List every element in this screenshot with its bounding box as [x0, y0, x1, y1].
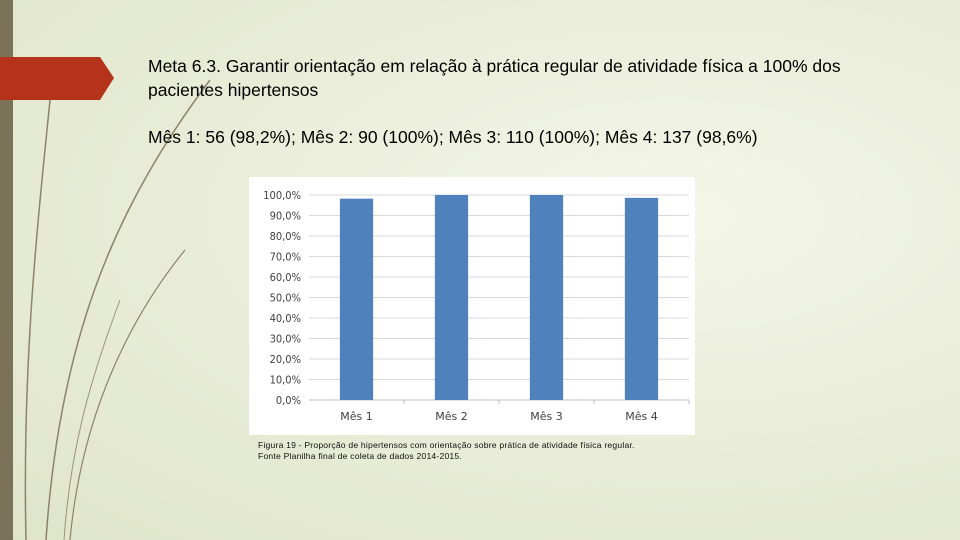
accent-arrow-shape: [0, 57, 114, 100]
caption-line-1: Figura 19 - Proporção de hipertensos com…: [258, 440, 635, 450]
bar: [624, 197, 659, 400]
x-tick-label: Mês 1: [340, 410, 372, 423]
y-tick-label: 50,0%: [270, 292, 301, 305]
x-tick-label: Mês 4: [625, 410, 657, 423]
bar: [434, 195, 469, 400]
y-tick-label: 10,0%: [270, 374, 301, 387]
figure-caption: Figura 19 - Proporção de hipertensos com…: [258, 440, 698, 462]
y-tick-label: 70,0%: [270, 251, 301, 264]
slide-subtitle: Mês 1: 56 (98,2%); Mês 2: 90 (100%); Mês…: [148, 127, 758, 147]
y-tick-label: 90,0%: [270, 210, 301, 223]
bar: [529, 195, 564, 400]
y-tick-label: 80,0%: [270, 230, 301, 243]
accent-arrow-fill: [0, 57, 114, 100]
left-decorative-bar: [0, 0, 13, 540]
y-tick-label: 0,0%: [276, 394, 301, 407]
slide-title: Meta 6.3. Garantir orientação em relação…: [148, 56, 841, 100]
caption-line-2: Fonte Planilha final de coleta de dados …: [258, 451, 462, 461]
y-tick-label: 40,0%: [270, 312, 301, 325]
decorative-stems: [24, 79, 211, 540]
bar: [339, 198, 374, 400]
x-tick-label: Mês 3: [530, 410, 562, 423]
y-tick-label: 100,0%: [263, 189, 301, 202]
x-tick-label: Mês 2: [435, 410, 467, 423]
y-tick-label: 20,0%: [270, 353, 301, 366]
chart-svg: 0,0% 10,0% 20,0% 30,0% 40,0% 50,0% 60,0% 70,0% 8…: [263, 189, 690, 423]
y-tick-label: 30,0%: [270, 333, 301, 346]
bar-chart: 0,0% 10,0% 20,0% 30,0% 40,0% 50,0% 60,0% 70,0% 8…: [249, 177, 695, 435]
y-tick-label: 60,0%: [270, 271, 301, 284]
